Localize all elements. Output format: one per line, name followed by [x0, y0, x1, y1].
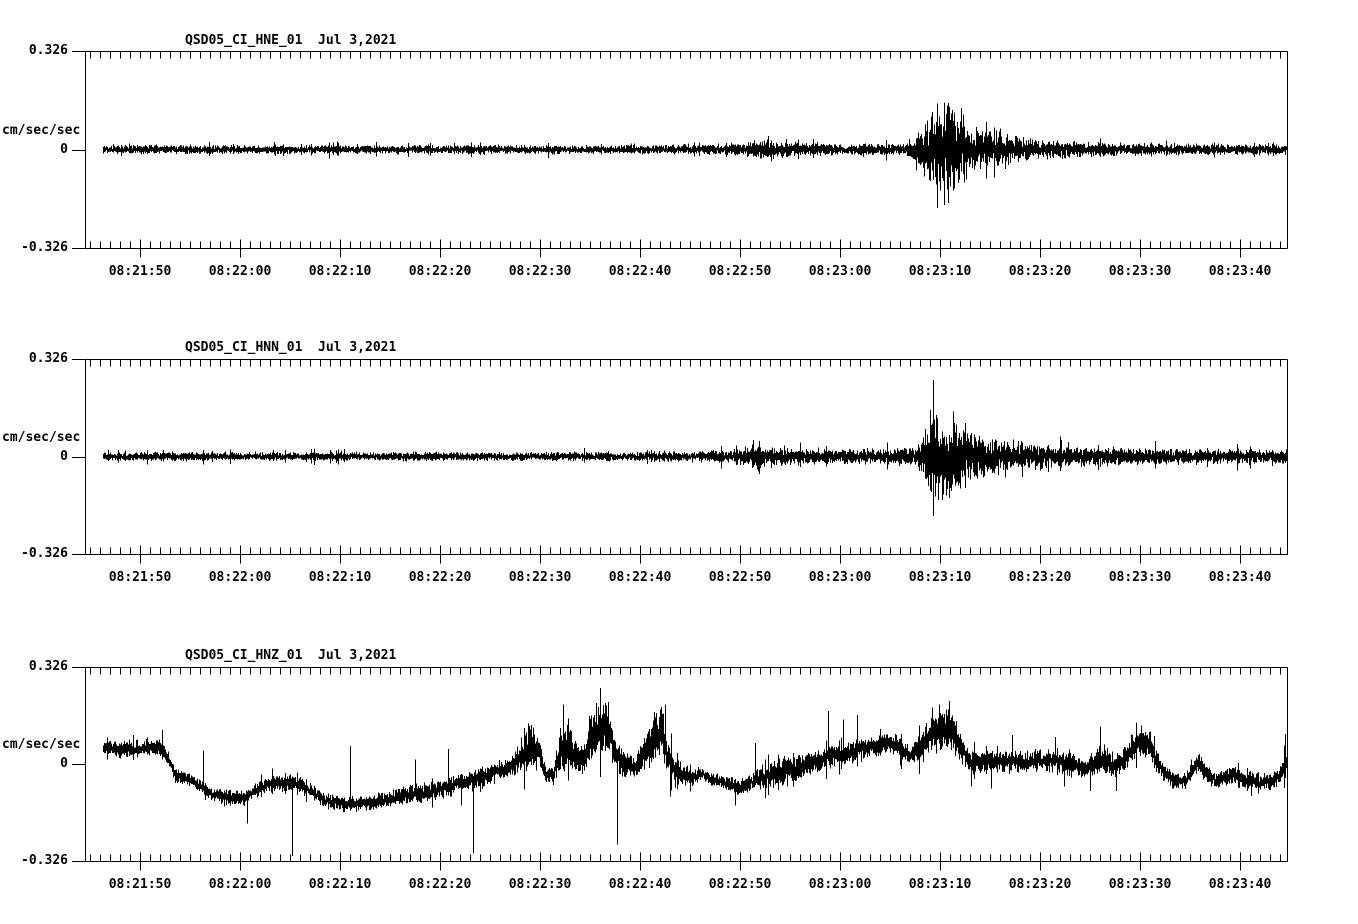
y-axis-unit-label: cm/sec/sec: [2, 430, 81, 445]
x-tick-label: 08:22:10: [308, 877, 372, 892]
y-tick-label-min: -0.326: [21, 546, 68, 561]
x-tick-label: 08:23:00: [808, 877, 872, 892]
y-tick-label-min: -0.326: [21, 240, 68, 255]
x-tick-label: 08:23:20: [1008, 877, 1072, 892]
x-tick-label: 08:22:00: [208, 570, 272, 585]
x-tick-label: 08:22:40: [608, 264, 672, 279]
y-tick-label-max: 0.326: [28, 659, 68, 674]
x-tick-label: 08:23:00: [808, 264, 872, 279]
x-tick-label: 08:23:40: [1208, 264, 1272, 279]
x-tick-label: 08:22:30: [508, 264, 572, 279]
y-tick-label-min: -0.326: [21, 853, 68, 868]
x-tick-label: 08:22:00: [208, 264, 272, 279]
x-tick-label: 08:22:20: [408, 264, 472, 279]
y-axis-unit-label: cm/sec/sec: [2, 737, 81, 752]
x-tick-label: 08:23:00: [808, 570, 872, 585]
x-tick-label: 08:23:10: [908, 570, 972, 585]
x-tick-label: 08:23:10: [908, 264, 972, 279]
x-tick-label: 08:23:20: [1008, 570, 1072, 585]
y-tick-label-zero: 0: [60, 756, 68, 771]
x-tick-label: 08:22:40: [608, 570, 672, 585]
x-tick-label: 08:22:00: [208, 877, 272, 892]
x-tick-label: 08:22:50: [708, 570, 772, 585]
x-tick-label: 08:22:10: [308, 570, 372, 585]
y-tick-label-zero: 0: [60, 142, 68, 157]
y-tick-label-zero: 0: [60, 449, 68, 464]
x-tick-label: 08:23:20: [1008, 264, 1072, 279]
y-tick-label-max: 0.326: [28, 43, 68, 58]
x-tick-label: 08:22:30: [508, 877, 572, 892]
x-tick-label: 08:21:50: [108, 264, 172, 279]
x-tick-label: 08:23:30: [1108, 264, 1172, 279]
y-tick-label-max: 0.326: [28, 351, 68, 366]
x-tick-label: 08:21:50: [108, 877, 172, 892]
x-tick-label: 08:22:10: [308, 264, 372, 279]
x-tick-label: 08:22:20: [408, 877, 472, 892]
y-axis-unit-label: cm/sec/sec: [2, 123, 81, 138]
x-tick-label: 08:21:50: [108, 570, 172, 585]
x-tick-label: 08:22:40: [608, 877, 672, 892]
x-tick-label: 08:22:50: [708, 877, 772, 892]
x-tick-label: 08:23:40: [1208, 570, 1272, 585]
x-tick-label: 08:23:30: [1108, 570, 1172, 585]
trace-title: QSD05_CI_HNN_01 Jul 3,2021: [185, 340, 397, 355]
trace-title: QSD05_CI_HNZ_01 Jul 3,2021: [185, 648, 397, 663]
trace-title: QSD05_CI_HNE_01 Jul 3,2021: [185, 33, 397, 48]
x-tick-label: 08:23:40: [1208, 877, 1272, 892]
x-tick-label: 08:22:20: [408, 570, 472, 585]
x-tick-label: 08:22:30: [508, 570, 572, 585]
x-tick-label: 08:23:30: [1108, 877, 1172, 892]
x-tick-label: 08:23:10: [908, 877, 972, 892]
x-tick-label: 08:22:50: [708, 264, 772, 279]
